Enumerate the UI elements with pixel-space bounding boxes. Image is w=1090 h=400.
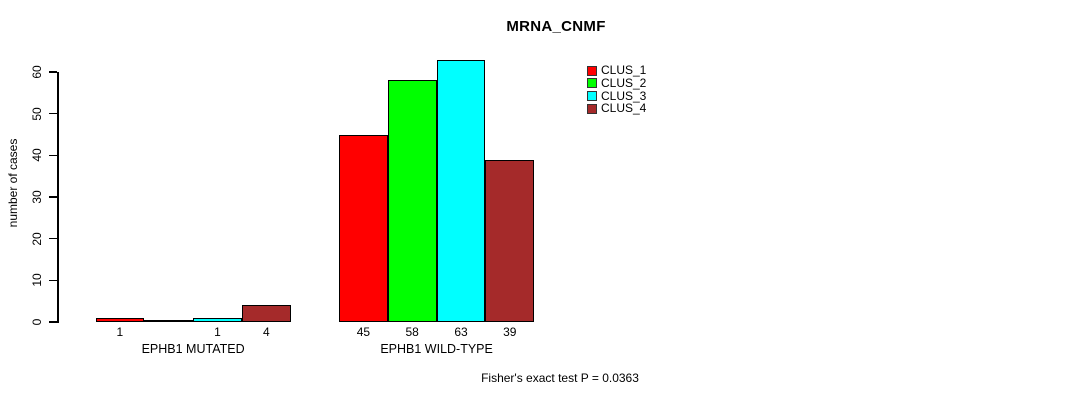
- legend-swatch-clus-3: [587, 91, 597, 102]
- bar-clus-3-ephb1-wild-type: [436, 59, 486, 322]
- y-axis-tick: [49, 71, 57, 73]
- bar-value-label: 1: [214, 325, 221, 339]
- x-category-label-ephb1-mutated: EPHB1 MUTATED: [141, 342, 245, 356]
- bar-clus-4-ephb1-mutated: [241, 305, 291, 322]
- legend-item-clus-2: CLUS_2: [587, 75, 647, 90]
- y-axis-tick: [49, 112, 57, 115]
- y-axis-tick: [49, 279, 57, 282]
- bar-value-label: 4: [262, 325, 270, 339]
- y-axis-tick-label: 40: [30, 148, 44, 163]
- legend-swatch-clus-2: [587, 78, 597, 89]
- bar-clus-4-ephb1-wild-type: [485, 159, 535, 322]
- y-axis-tick-label: 0: [30, 318, 44, 326]
- bar-clus-2-ephb1-mutated: [144, 320, 194, 322]
- bar-value-label: 1: [116, 325, 124, 339]
- y-axis-tick: [49, 237, 57, 240]
- bar-value-label: 45: [356, 325, 371, 339]
- bar-value-label: 58: [405, 325, 419, 339]
- y-axis-tick-label: 10: [30, 273, 44, 288]
- legend-item-label: CLUS_3: [601, 88, 647, 103]
- y-axis-tick-label: 20: [30, 231, 44, 246]
- legend-swatch-clus-1: [587, 65, 597, 76]
- bar-clus-1-ephb1-wild-type: [339, 134, 388, 322]
- y-axis-tick-label: 30: [30, 190, 44, 204]
- chart-title: MRNA_CNMF: [506, 18, 606, 35]
- y-axis-label: number of cases: [6, 138, 20, 228]
- legend-item-clus-3: CLUS_3: [587, 88, 647, 103]
- y-axis-tick: [49, 196, 57, 198]
- bar-clus-1-ephb1-mutated: [95, 317, 145, 322]
- legend-swatch-clus-4: [587, 103, 597, 114]
- bar-value-label: 63: [454, 325, 468, 339]
- bar-value-label: 39: [503, 325, 517, 339]
- y-axis-tick-label: 50: [30, 106, 44, 121]
- y-axis-tick: [49, 154, 57, 157]
- y-axis-line: [57, 72, 59, 323]
- legend-item-label: CLUS_4: [601, 101, 647, 116]
- legend-item-label: CLUS_1: [601, 63, 647, 77]
- legend-item-clus-1: CLUS_1: [587, 63, 647, 77]
- bar-clus-3-ephb1-mutated: [193, 317, 242, 322]
- fisher-test-annotation: Fisher's exact test P = 0.0363: [481, 371, 639, 385]
- legend-item-clus-4: CLUS_4: [587, 101, 647, 116]
- bar-clus-2-ephb1-wild-type: [387, 80, 437, 322]
- legend-item-label: CLUS_2: [601, 75, 647, 90]
- y-axis-tick-label: 60: [30, 65, 44, 79]
- y-axis-tick: [49, 321, 57, 323]
- x-category-label-ephb1-wild-type: EPHB1 WILD-TYPE: [380, 342, 493, 356]
